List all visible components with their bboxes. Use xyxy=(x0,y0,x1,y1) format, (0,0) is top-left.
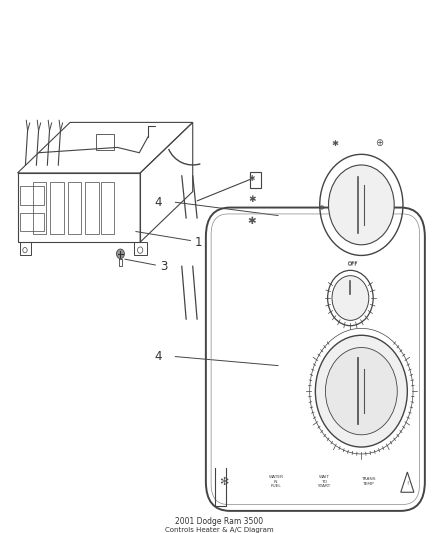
Circle shape xyxy=(117,249,124,259)
Circle shape xyxy=(332,276,369,320)
Text: 2001 Dodge Ram 3500: 2001 Dodge Ram 3500 xyxy=(175,517,263,526)
Text: ✱: ✱ xyxy=(247,216,256,226)
Text: ✱: ✱ xyxy=(319,205,325,211)
Text: ✱: ✱ xyxy=(249,174,255,183)
Text: 4: 4 xyxy=(154,196,162,209)
Text: 4: 4 xyxy=(154,350,162,363)
Text: ✱: ✱ xyxy=(332,139,339,148)
Circle shape xyxy=(315,335,407,447)
Text: ✻: ✻ xyxy=(219,477,228,487)
Text: WATER
IN
FUEL: WATER IN FUEL xyxy=(268,475,283,488)
Circle shape xyxy=(325,348,397,435)
Text: !: ! xyxy=(406,481,409,486)
Text: 3: 3 xyxy=(160,260,167,272)
Text: ⊕: ⊕ xyxy=(375,139,383,148)
Circle shape xyxy=(328,165,394,245)
Text: Controls Heater & A/C Diagram: Controls Heater & A/C Diagram xyxy=(165,527,273,533)
Text: OFF: OFF xyxy=(347,261,358,266)
Text: TRANS
TEMP: TRANS TEMP xyxy=(360,478,375,486)
Text: OFF: OFF xyxy=(347,262,358,267)
Text: WAIT
TO
START: WAIT TO START xyxy=(318,475,331,488)
Text: 1: 1 xyxy=(195,236,202,248)
Text: ✱: ✱ xyxy=(248,195,256,204)
